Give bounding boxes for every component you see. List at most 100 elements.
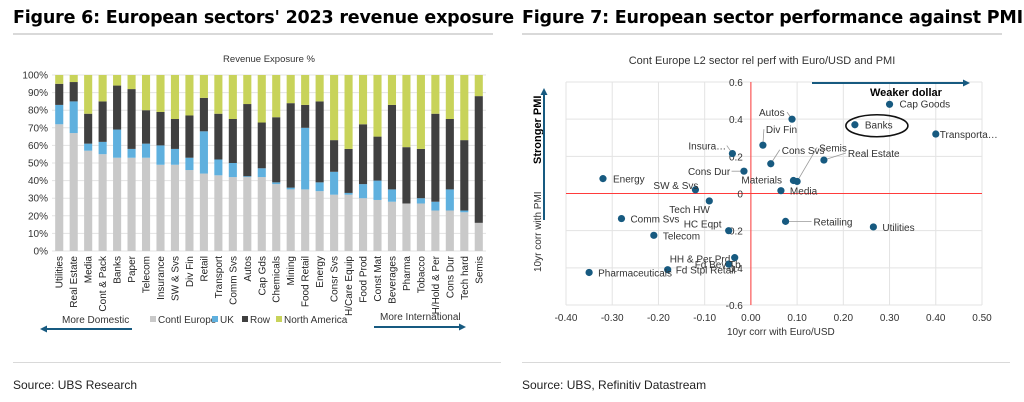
y-tick-label: 90% <box>28 88 48 99</box>
x-tick-label: Div Fin <box>185 256 196 287</box>
figure-6-source: Source: UBS Research <box>13 378 138 392</box>
more-international-label: More International <box>380 312 461 323</box>
bar-segment-contl-europe <box>286 189 295 251</box>
point-label: Retailing <box>814 217 853 228</box>
bar-segment-uk <box>228 163 237 178</box>
bar-segment-uk <box>98 141 107 155</box>
x-tick-label: Real Estate <box>69 256 80 308</box>
y-tick-label: 0.4 <box>729 115 743 126</box>
bar-segment-uk <box>445 189 454 211</box>
x-tick-label: 0.20 <box>834 313 854 324</box>
x-tick-label: Cons Dur <box>445 255 456 298</box>
bar-segment-uk <box>358 184 368 199</box>
point-label: Cons Dur <box>688 167 731 178</box>
sector-pmi-scatter-chart: Cont Europe L2 sector rel perf with Euro… <box>532 55 998 338</box>
bar-segment-contl-europe <box>141 157 151 251</box>
y-tick-label: 70% <box>28 123 48 134</box>
point-label: Insura… <box>688 142 726 153</box>
arrow-up-icon <box>540 88 548 95</box>
scatter-point <box>781 217 790 225</box>
x-tick-label: 0.50 <box>972 313 992 324</box>
bar-segment-contl-europe <box>214 175 223 251</box>
bar-segment-north-america <box>156 75 165 112</box>
bar-segment-row <box>402 147 411 204</box>
bar-segment-north-america <box>358 75 368 125</box>
figure-7-source: Source: UBS, Refinitiv Datastream <box>522 378 707 392</box>
point-label: Banks <box>865 121 893 132</box>
x-tick-label: Cont & Pack <box>98 255 109 312</box>
bar-segment-north-america <box>416 75 425 149</box>
legend-swatch <box>242 316 248 322</box>
bar-segment-north-america <box>141 75 151 111</box>
bar-segment-row <box>55 83 64 105</box>
y-tick-label: 0% <box>34 247 49 258</box>
bar-segment-uk <box>344 192 353 195</box>
point-label: SW & Svs <box>653 181 698 192</box>
bar-segment-uk <box>170 148 180 165</box>
bar-segment-contl-europe <box>344 194 353 251</box>
point-label: Transporta… <box>940 130 998 141</box>
scatter-point <box>691 186 700 194</box>
bar-segment-contl-europe <box>402 203 411 251</box>
bar-segment-row <box>272 117 281 183</box>
scatter-point <box>728 149 736 158</box>
x-tick-label: Semis <box>474 256 485 284</box>
bar-segment-uk <box>315 182 324 192</box>
bar-segment-uk <box>199 131 208 174</box>
x-tick-label: -0.40 <box>555 313 578 324</box>
x-tick-label: H/Care Equip <box>344 256 355 316</box>
x-tick-label: Food Retail <box>301 256 312 307</box>
bar-segment-north-america <box>170 75 180 119</box>
bar-segment-uk <box>272 182 281 185</box>
bar-segment-row <box>156 111 165 146</box>
legend-swatch <box>150 316 156 322</box>
bar-segment-row <box>141 110 151 144</box>
bar-segment-contl-europe <box>243 177 252 251</box>
arrow-right-icon <box>459 323 466 331</box>
bar-segment-uk <box>156 145 165 165</box>
bar-segment-row <box>416 148 425 199</box>
legend-label: Row <box>250 315 271 326</box>
legend-swatch <box>212 316 218 322</box>
chart-title: Cont Europe L2 sector rel perf with Euro… <box>629 55 896 67</box>
x-tick-label: Const Mat <box>373 256 384 302</box>
y-tick-label: 60% <box>28 141 48 152</box>
bar-segment-north-america <box>315 75 324 102</box>
point-label: Autos <box>759 108 785 119</box>
bar-segment-contl-europe <box>69 133 78 251</box>
bar-segment-uk <box>301 127 310 190</box>
bar-segment-contl-europe <box>199 173 208 251</box>
bar-segment-row <box>214 113 223 160</box>
weaker-dollar-label: Weaker dollar <box>870 87 943 99</box>
bar-segment-north-america <box>113 75 122 86</box>
bar-segment-north-america <box>69 75 78 83</box>
bar-segment-uk <box>460 210 469 213</box>
point-label: Media <box>790 187 818 198</box>
bar-segment-north-america <box>185 75 194 116</box>
point-label: HC Eqpt <box>684 220 722 231</box>
y-tick-label: 10% <box>28 229 48 240</box>
point-label: HH & Per Prd <box>670 255 731 266</box>
banks-highlight-ellipse <box>845 113 909 138</box>
y-axis-label: 10yr corr with PMI <box>533 191 544 272</box>
y-tick-label: -0.2 <box>726 227 744 238</box>
legend-label: Contl Europe <box>158 315 217 326</box>
bar-segment-north-america <box>474 75 483 97</box>
x-tick-label: Tech hard <box>460 256 471 300</box>
point-label: Energy <box>613 175 645 186</box>
legend-label: UK <box>220 315 234 326</box>
figure-7-title: Figure 7: European sector performance ag… <box>522 8 1023 28</box>
bar-segment-contl-europe <box>185 170 194 251</box>
bar-segment-uk <box>330 171 339 195</box>
bar-segment-row <box>113 85 122 130</box>
footer-divider <box>13 362 501 363</box>
bar-segment-north-america <box>402 75 411 148</box>
point-label: Materials <box>741 175 782 186</box>
bar-segment-north-america <box>460 75 469 141</box>
y-tick-label: -0.4 <box>726 264 744 275</box>
x-tick-label: Pharma <box>402 256 413 291</box>
x-tick-label: Utilities <box>55 256 66 288</box>
bar-segment-contl-europe <box>373 199 382 251</box>
stronger-pmi-label: Stronger PMI <box>532 96 544 164</box>
bar-segment-uk <box>373 180 382 200</box>
